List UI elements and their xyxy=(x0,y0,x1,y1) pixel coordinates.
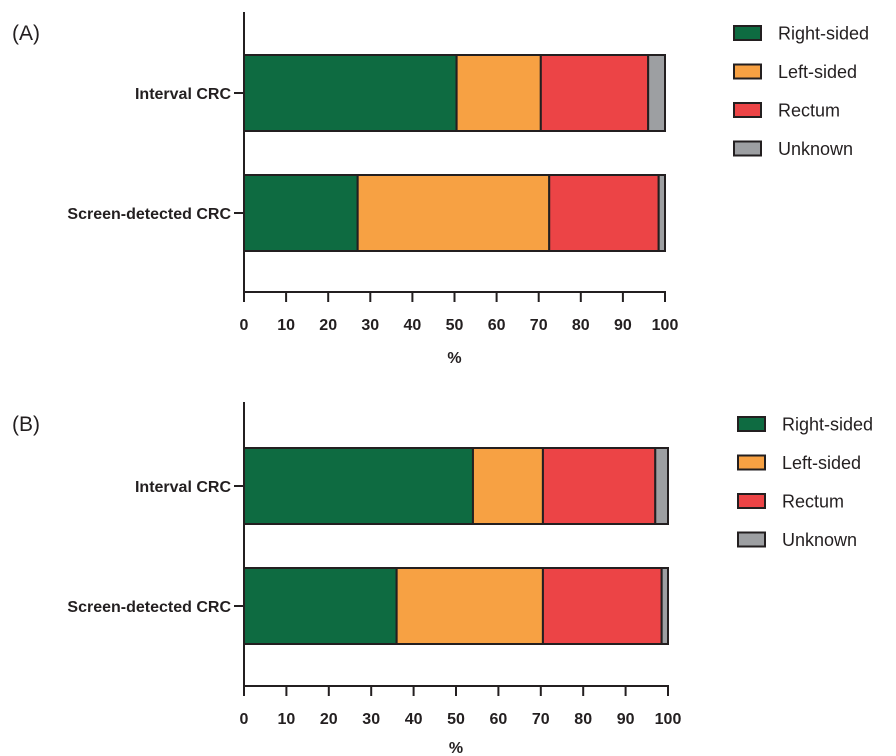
panel-a-legend-swatch-rectum xyxy=(733,102,762,118)
panel-b-bar-screen-detected-crc-right-sided xyxy=(243,567,398,645)
panel-a-xtick-label-100: 100 xyxy=(652,317,679,334)
panel-a-category-label-interval-crc: Interval CRC xyxy=(135,86,231,103)
panel-a-legend-swatch-right-sided xyxy=(733,25,762,41)
panel-a-bar-interval-crc-unknown xyxy=(647,54,666,132)
panel-a-xtick-label-0: 0 xyxy=(240,317,249,334)
panel-b-xtick-label-60: 60 xyxy=(490,711,508,728)
panel-a-label: (A) xyxy=(12,22,40,45)
panel-b-bar-interval-crc-unknown xyxy=(654,447,670,525)
panel-b-xtick-label-70: 70 xyxy=(532,711,550,728)
panel-a-xtick-label-70: 70 xyxy=(530,317,548,334)
panel-a-category-label-screen-detected-crc: Screen-detected CRC xyxy=(67,206,231,223)
panel-a-legend-swatch-unknown xyxy=(733,140,762,157)
panel-a-x-axis-title: % xyxy=(447,350,461,367)
panel-b-legend-label-right-sided: Right-sided xyxy=(782,415,873,435)
panel-b-xtick-label-90: 90 xyxy=(617,711,635,728)
panel-b-legend-label-left-sided: Left-sided xyxy=(782,453,861,473)
panel-b-x-axis-title: % xyxy=(449,740,463,756)
panel-b-xtick-label-100: 100 xyxy=(655,711,682,728)
panel-b-bar-screen-detected-crc-left-sided xyxy=(395,567,544,645)
panel-a-xtick-label-80: 80 xyxy=(572,317,590,334)
panel-b-xtick-label-0: 0 xyxy=(240,711,249,728)
panel-b-xtick-label-40: 40 xyxy=(405,711,423,728)
panel-b-legend-swatch-rectum xyxy=(737,493,766,509)
panel-b-bar-screen-detected-crc-rectum xyxy=(541,567,663,645)
panel-a-xtick-label-20: 20 xyxy=(319,317,337,334)
panel-b-legend-swatch-left-sided xyxy=(737,454,766,471)
panel-a-legend-label-unknown: Unknown xyxy=(778,139,853,159)
panel-a-legend-label-left-sided: Left-sided xyxy=(778,62,857,82)
panel-a-bar-interval-crc-rectum xyxy=(539,54,650,132)
panel-a-xtick-label-30: 30 xyxy=(361,317,379,334)
panel-b-xtick-label-30: 30 xyxy=(362,711,380,728)
panel-b-bar-interval-crc-left-sided xyxy=(471,447,544,525)
panel-b-legend-label-unknown: Unknown xyxy=(782,530,857,550)
panel-a-legend-swatch-left-sided xyxy=(733,63,762,80)
panel-a-bar-interval-crc-right-sided xyxy=(243,54,458,132)
panel-a-legend-label-right-sided: Right-sided xyxy=(778,24,869,44)
panel-b-category-label-screen-detected-crc: Screen-detected CRC xyxy=(67,599,231,616)
panel-b-legend-label-rectum: Rectum xyxy=(782,492,844,512)
panel-b-bar-interval-crc-right-sided xyxy=(243,447,474,525)
panel-b-label: (B) xyxy=(12,413,40,436)
panel-b-legend-swatch-right-sided xyxy=(737,416,766,432)
panel-b-category-label-interval-crc: Interval CRC xyxy=(135,479,231,496)
panel-a-xtick-label-60: 60 xyxy=(488,317,506,334)
panel-b-xtick-label-10: 10 xyxy=(278,711,296,728)
panel-b-xtick-label-50: 50 xyxy=(447,711,465,728)
panel-a-xtick-label-10: 10 xyxy=(277,317,295,334)
panel-a-xtick-label-90: 90 xyxy=(614,317,632,334)
panel-b-bar-screen-detected-crc-unknown xyxy=(660,567,670,645)
panel-a-bar-screen-detected-crc-right-sided xyxy=(243,174,359,252)
panel-b-xtick-label-80: 80 xyxy=(574,711,592,728)
panel-a-legend-label-rectum: Rectum xyxy=(778,101,840,121)
panel-b-xtick-label-20: 20 xyxy=(320,711,338,728)
panel-a-bar-screen-detected-crc-rectum xyxy=(548,174,660,252)
panel-b-legend-swatch-unknown xyxy=(737,531,766,548)
panel-a-xtick-label-50: 50 xyxy=(446,317,464,334)
panel-a-xtick-label-40: 40 xyxy=(404,317,422,334)
panel-a-bar-screen-detected-crc-unknown xyxy=(657,174,666,252)
panel-a-bar-screen-detected-crc-left-sided xyxy=(356,174,551,252)
panel-b-bar-interval-crc-rectum xyxy=(541,447,657,525)
panel-a-bar-interval-crc-left-sided xyxy=(455,54,542,132)
